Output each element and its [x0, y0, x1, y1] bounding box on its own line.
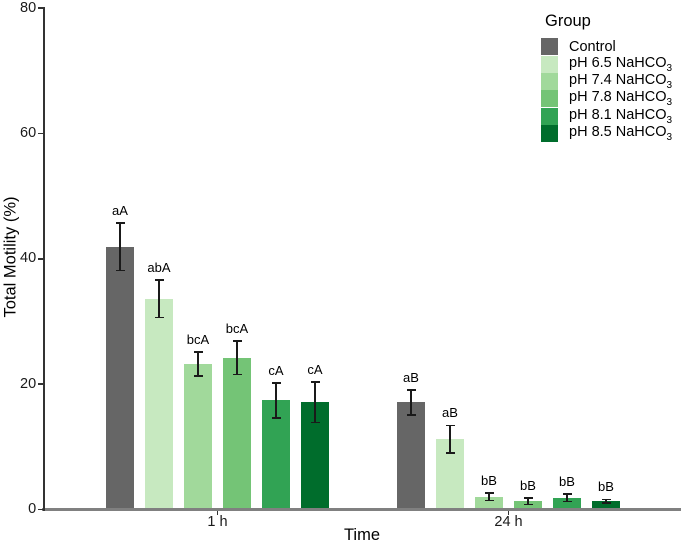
y-tick-label: 40 — [20, 250, 37, 267]
error-bar-line — [449, 425, 451, 454]
x-axis-title: Time — [343, 526, 381, 544]
error-bar-line — [527, 498, 529, 505]
bar-ph-7-8-nahco3-24-h — [514, 501, 542, 511]
sig-label: bcA — [186, 332, 210, 348]
y-axis-title: Total Motility (%) — [1, 196, 20, 318]
x-tick-label: 24 h — [494, 514, 523, 530]
legend-title: Group — [545, 12, 591, 30]
legend-swatch — [541, 55, 558, 73]
legend-swatch — [541, 90, 558, 108]
error-bar-cap-bottom — [601, 502, 611, 504]
bar-control-1-h — [106, 246, 134, 511]
sig-label: bB — [520, 478, 536, 494]
legend-item-ph-6-5-nahco3: pH 6.5 NaHCO3 — [541, 54, 673, 74]
sig-label: cA — [268, 362, 284, 378]
legend: Group Control pH 6.5 NaHCO3 pH 7.4 NaHCO3 p… — [541, 12, 673, 144]
legend-item-label: Control — [569, 38, 616, 55]
x-tick-mark — [507, 510, 510, 515]
error-bar-line — [488, 493, 490, 501]
bar-ph-7-8-nahco3-1-h — [223, 357, 251, 511]
legend-item-control: Control — [541, 38, 672, 56]
error-bar-cap-bottom — [484, 499, 494, 502]
legend-item-label: pH 8.1 NaHCO3 — [569, 106, 673, 126]
error-bar-cap-bottom — [193, 375, 203, 377]
y-tick-mark — [38, 258, 44, 260]
error-bar-line — [158, 280, 160, 318]
y-tick-mark — [38, 508, 44, 511]
legend-item-ph-7-8-nahco3: pH 7.8 NaHCO3 — [541, 89, 673, 109]
y-tick-label: 0 — [28, 501, 37, 517]
error-bar-line — [119, 223, 121, 271]
bar-ph-6-5-nahco3-1-h — [145, 298, 173, 511]
y-tick-label: 20 — [20, 375, 37, 392]
sig-label: aB — [442, 405, 458, 421]
error-bar-cap-top — [193, 351, 203, 353]
error-bar-line — [566, 493, 568, 502]
legend-swatch — [541, 72, 558, 90]
sig-label: bB — [481, 473, 497, 489]
y-tick-mark — [38, 7, 44, 9]
error-bar-cap-bottom — [445, 452, 455, 454]
error-bar-cap-bottom — [232, 373, 242, 376]
error-bar-cap-bottom — [310, 421, 320, 424]
legend-item-label: pH 7.4 NaHCO3 — [569, 72, 673, 91]
error-bar-cap-top — [310, 381, 320, 383]
sig-label: cA — [307, 362, 323, 378]
legend-item-label: pH 8.5 NaHCO3 — [569, 124, 673, 144]
error-bar-cap-top — [601, 498, 611, 501]
bar-ph-7-4-nahco3-1-h — [184, 364, 212, 511]
legend-item-label: pH 7.8 NaHCO3 — [569, 89, 673, 109]
error-bar-cap-top — [406, 389, 416, 391]
sig-label: bcA — [225, 320, 249, 336]
error-bar-cap-bottom — [406, 414, 416, 416]
bar-ph-8-1-nahco3-1-h — [262, 400, 290, 511]
legend-item-ph-8-5-nahco3: pH 8.5 NaHCO3 — [541, 124, 673, 144]
y-tick-mark — [38, 383, 44, 385]
error-bar-cap-top — [484, 492, 494, 494]
error-bar-cap-top — [523, 497, 533, 499]
x-tick-label: 1 h — [207, 514, 228, 530]
legend-swatch — [541, 125, 558, 143]
legend-swatch — [541, 38, 558, 56]
error-bar-cap-bottom — [271, 417, 281, 419]
error-bar-line — [314, 382, 316, 423]
legend-swatch — [541, 107, 558, 125]
y-tick-label: 60 — [20, 124, 37, 141]
error-bar-cap-top — [562, 493, 572, 495]
error-bar-cap-bottom — [154, 316, 164, 319]
sig-label: abA — [147, 260, 171, 276]
legend-items: Control pH 6.5 NaHCO3 pH 7.4 NaHCO3 pH 7.8 … — [541, 38, 673, 144]
legend-item-ph-8-1-nahco3: pH 8.1 NaHCO3 — [541, 106, 673, 126]
error-bar-line — [605, 499, 607, 504]
error-bar-cap-bottom — [523, 503, 533, 506]
error-bar-cap-top — [115, 222, 125, 224]
sig-label: bB — [598, 479, 614, 495]
error-bar-cap-top — [445, 424, 455, 427]
bar-ph-7-4-nahco3-24-h — [475, 496, 503, 511]
x-axis-line — [42, 507, 681, 511]
error-bar-cap-top — [154, 279, 164, 281]
bar-control-24-h — [397, 402, 425, 511]
x-tick-mark — [216, 510, 219, 515]
bar-ph-8-5-nahco3-24-h — [592, 501, 620, 511]
error-bar-line — [275, 382, 277, 418]
error-bar-line — [236, 340, 238, 375]
sig-label: aB — [403, 369, 419, 385]
error-bar-cap-top — [232, 340, 242, 342]
y-tick-mark — [38, 132, 44, 135]
legend-item-label: pH 6.5 NaHCO3 — [569, 54, 673, 74]
sig-label: bB — [559, 473, 575, 489]
y-tick-label: 80 — [20, 0, 37, 16]
error-bar-cap-bottom — [562, 500, 572, 503]
error-bar-cap-bottom — [115, 269, 125, 272]
error-bar-line — [197, 352, 199, 376]
error-bar-line — [410, 389, 412, 415]
legend-item-ph-7-4-nahco3: pH 7.4 NaHCO3 — [541, 72, 673, 91]
sig-label: aA — [112, 203, 128, 219]
error-bar-cap-top — [271, 382, 281, 384]
y-axis-line — [43, 7, 45, 511]
